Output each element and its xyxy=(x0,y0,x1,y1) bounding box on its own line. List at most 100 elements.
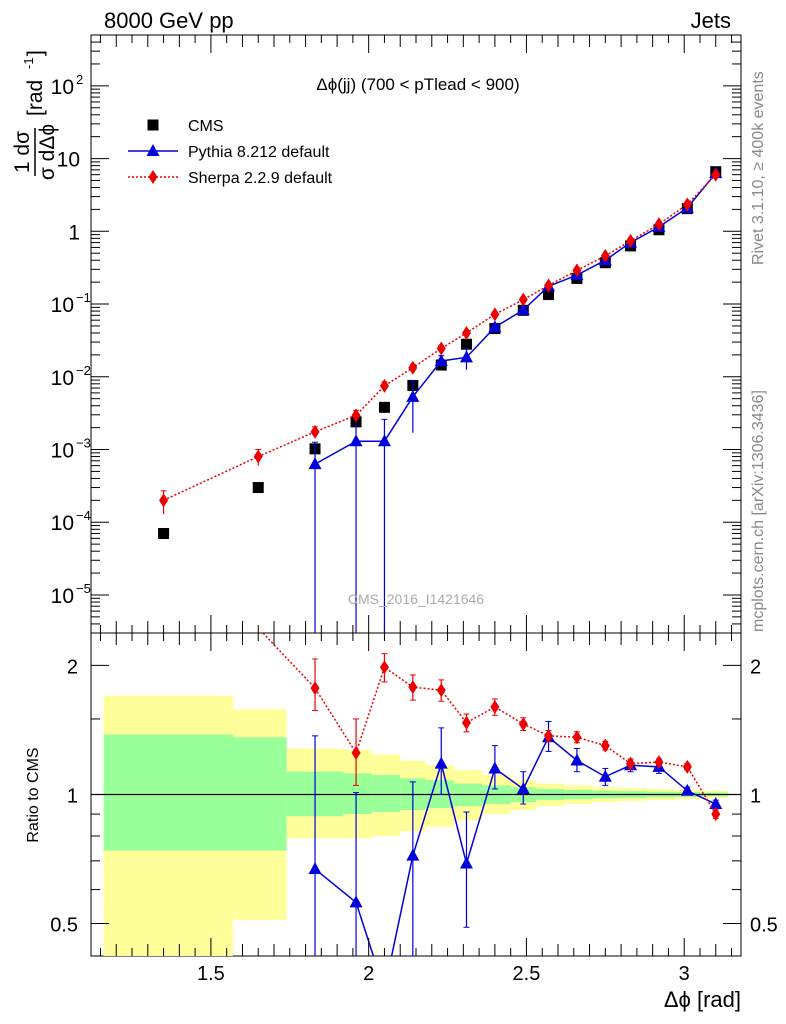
sherpa-ratio-point xyxy=(436,683,446,698)
pythia-point xyxy=(308,457,322,470)
ratio-series-sherpa xyxy=(261,633,721,822)
sherpa-point xyxy=(436,341,446,356)
series-pythia xyxy=(308,166,723,633)
x-tick-label: 2 xyxy=(363,963,374,985)
sherpa-ratio-point xyxy=(310,681,320,696)
ratio-plot-area xyxy=(91,633,741,956)
main-ytick-label: 1 xyxy=(68,221,80,244)
sherpa-point xyxy=(253,449,263,464)
pythia-point xyxy=(459,350,473,363)
main-plot-area xyxy=(158,166,723,633)
series-sherpa xyxy=(159,167,721,514)
sherpa-ratio-point xyxy=(351,745,361,760)
group-label: Jets xyxy=(691,8,731,33)
main-ytick-exponent: −3 xyxy=(76,436,91,451)
ratio-ytick-label: 1 xyxy=(67,785,78,807)
sherpa-point xyxy=(654,217,664,232)
sherpa-point xyxy=(490,307,500,322)
pythia-ratio-point xyxy=(459,856,473,869)
svg-text:[rad: [rad xyxy=(24,80,47,116)
pythia-point xyxy=(377,434,391,447)
pythia-ratio-point xyxy=(570,753,584,766)
sherpa-point xyxy=(408,360,418,375)
pythia-point xyxy=(488,320,502,333)
main-ytick-exponent: −4 xyxy=(76,508,91,523)
ratio-ytick-label-right: 1 xyxy=(750,785,761,807)
svg-text:1 dσ: 1 dσ xyxy=(11,131,34,173)
sherpa-ratio-point xyxy=(408,680,418,695)
sherpa-line xyxy=(163,174,717,502)
sherpa-point xyxy=(461,325,471,340)
band-inner xyxy=(103,734,233,851)
legend-marker-sherpa xyxy=(148,170,158,184)
cms-point xyxy=(543,289,555,301)
ratio-ticks: 1.5 2 2.5 3 0.5 0.5 1 1 2 2 xyxy=(50,633,778,985)
rivet-label: Rivet 3.1.10, ≥ 400k events xyxy=(750,71,767,265)
sherpa-ratio-point xyxy=(490,699,500,714)
sherpa-ratio-point xyxy=(711,807,721,822)
pythia-line xyxy=(314,172,717,465)
sherpa-ratio-point xyxy=(572,730,582,745)
main-ytick-label: 10 xyxy=(51,440,74,463)
pythia-point xyxy=(434,353,448,366)
main-ytick-label: 10 xyxy=(51,76,74,99)
sherpa-point xyxy=(572,263,582,278)
pythia-ratio-point xyxy=(709,797,723,810)
pythia-ratio-point xyxy=(598,769,612,782)
sherpa-point xyxy=(626,233,636,248)
sherpa-ratio-point xyxy=(461,715,471,730)
ratio-ylabel: Ratio to CMS xyxy=(25,747,42,842)
sherpa-point xyxy=(310,424,320,439)
main-ytick-label: 10 xyxy=(57,149,80,172)
main-ytick-exponent: −2 xyxy=(76,363,91,378)
main-ytick-label: 10 xyxy=(51,367,74,390)
main-ytick-exponent: −1 xyxy=(76,290,91,305)
main-ytick-label: 10 xyxy=(51,512,74,535)
main-ytick-label: 10 xyxy=(51,585,74,608)
legend-label-cms: CMS xyxy=(188,118,224,135)
legend-label-pythia: Pythia 8.212 default xyxy=(188,144,330,161)
sherpa-ratio-point xyxy=(682,759,692,774)
pythia-ratio-point xyxy=(308,862,322,875)
pythia-ratio-point xyxy=(680,783,694,796)
cms-point xyxy=(378,401,390,413)
mcplots-label: mcplots.cern.ch [arXiv:1306.3436] xyxy=(750,390,767,632)
x-tick-label: 1.5 xyxy=(197,963,225,985)
x-tick-label: 3 xyxy=(679,963,690,985)
main-ytick-label: 10 xyxy=(51,294,74,317)
ratio-ytick-label: 0.5 xyxy=(50,915,78,937)
sherpa-point xyxy=(379,378,389,393)
sherpa-ratio-point xyxy=(544,728,554,743)
sherpa-point xyxy=(682,197,692,212)
ratio-ytick-label-right: 0.5 xyxy=(750,915,778,937)
sherpa-point xyxy=(544,278,554,293)
cms-point xyxy=(460,338,472,350)
ratio-ytick-label: 2 xyxy=(67,656,78,678)
svg-text:-1: -1 xyxy=(21,57,36,69)
cms-point xyxy=(158,528,170,540)
cms-point xyxy=(252,482,264,494)
pythia-point xyxy=(349,434,363,447)
legend-marker-cms xyxy=(147,119,159,131)
pythia-point xyxy=(516,302,530,315)
ratio-panel: 1.5 2 2.5 3 0.5 0.5 1 1 2 2 Ratio to CMS Δϕ [rad] xyxy=(25,632,778,1012)
legend: CMS Pythia 8.212 default Sherpa 2.2.9 defa… xyxy=(128,118,333,187)
x-tick-label: 2.5 xyxy=(513,963,541,985)
sherpa-ratio-point xyxy=(379,660,389,675)
pythia-point xyxy=(406,389,420,402)
ratio-ytick-label-right: 2 xyxy=(750,656,761,678)
sherpa-ratio-line xyxy=(261,633,717,815)
svg-text:σ dΔϕ: σ dΔϕ xyxy=(36,124,59,180)
band-inner xyxy=(371,775,401,813)
band-inner xyxy=(343,773,372,815)
main-ytick-exponent: 2 xyxy=(76,72,83,87)
main-ylabel: 1 dσ σ dΔϕ [rad -1 ] xyxy=(11,50,59,180)
watermark: CMS_2016_I1421646 xyxy=(348,591,484,607)
sherpa-ratio-point xyxy=(518,716,528,731)
sherpa-point xyxy=(711,167,721,182)
energy-label: 8000 GeV pp xyxy=(104,8,234,33)
plot-title: Δϕ(jj) (700 < pTlead < 900) xyxy=(316,75,519,94)
